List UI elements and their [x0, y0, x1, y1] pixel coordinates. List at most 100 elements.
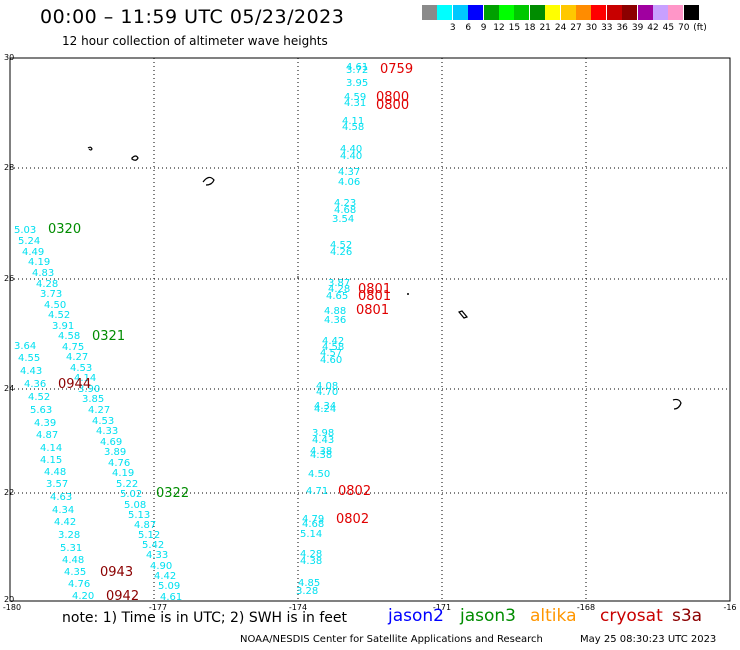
swh-value: 4.15	[40, 455, 62, 466]
swh-value: 4.42	[322, 336, 344, 347]
color-scale-label: 36	[616, 23, 628, 33]
swh-value: 5.14	[300, 529, 322, 540]
swh-value: 4.27	[66, 352, 88, 363]
lon-tick-label: -16	[723, 603, 736, 612]
pass-time-label: 0801	[358, 282, 391, 297]
color-scale-swatch	[606, 5, 622, 20]
swh-value: 3.64	[14, 341, 36, 352]
swh-value: 4.14	[40, 443, 62, 454]
swh-value: 4.38	[310, 450, 332, 461]
swh-value: 3.89	[104, 447, 126, 458]
island-shape	[297, 276, 299, 278]
swh-value: 4.58	[342, 122, 364, 133]
swh-value: 4.33	[96, 426, 118, 437]
swh-value: 4.70	[316, 387, 338, 398]
swh-value: 4.42	[54, 517, 76, 528]
color-scale-label: 70	[678, 23, 690, 33]
color-scale-label: 33	[601, 23, 613, 33]
swh-value: 4.42	[154, 571, 176, 582]
color-scale-swatch	[468, 5, 484, 20]
swh-value: 4.49	[22, 247, 44, 258]
swh-value: 4.55	[18, 353, 40, 364]
legend-jason2: jason2	[388, 606, 444, 626]
lat-tick-label: 26	[4, 274, 14, 283]
lon-tick-label: -177	[149, 603, 167, 612]
island-shape	[131, 155, 139, 161]
pass-time-label: 0759	[380, 62, 413, 77]
island-shape	[407, 293, 409, 295]
page-subtitle: 12 hour collection of altimeter wave hei…	[62, 34, 328, 48]
pass-time-label: 0802	[336, 512, 369, 527]
swh-value: 4.83	[32, 268, 54, 279]
swh-value: 3.87	[328, 278, 350, 289]
swh-value: 4.85	[298, 578, 320, 589]
swh-value: 3.28	[58, 530, 80, 541]
swh-value: 5.12	[138, 530, 160, 541]
swh-value: 4.38	[300, 556, 322, 567]
color-scale-label: 3	[449, 23, 456, 33]
pass-time-label: 0800	[376, 98, 409, 113]
credit-text: NOAA/NESDIS Center for Satellite Applica…	[240, 634, 543, 645]
lon-tick-label: -168	[577, 603, 595, 612]
color-scale-label: 24	[554, 23, 567, 33]
swh-value: 4.23	[334, 198, 356, 209]
swh-value: 4.65	[326, 291, 348, 302]
swh-value: 4.39	[34, 418, 56, 429]
swh-value: 4.53	[92, 416, 114, 427]
swh-value: 4.31	[344, 98, 366, 109]
color-scale-label: 39	[631, 23, 644, 33]
color-scale-swatch	[637, 5, 653, 20]
pass-time-label: 0801	[356, 303, 389, 318]
swh-value: 3.91	[52, 321, 74, 332]
swh-value: 5.02	[120, 489, 142, 500]
legend-s3a: s3a	[672, 606, 703, 626]
swh-value: 4.88	[324, 306, 346, 317]
pass-time-label: 0800	[376, 90, 409, 105]
color-scale-label: 12	[493, 23, 505, 33]
color-scale-swatch	[560, 5, 576, 20]
lat-tick-label: 30	[4, 53, 14, 62]
lat-tick-label: 22	[4, 488, 14, 497]
swh-value: 5.13	[128, 510, 150, 521]
pass-time-label: 0802	[338, 484, 371, 499]
swh-value: 4.48	[44, 467, 66, 478]
swh-value: 4.14	[74, 373, 96, 384]
swh-value: 4.26	[330, 247, 352, 258]
pass-time-label: 0321	[92, 329, 125, 344]
swh-value: 4.40	[340, 151, 362, 162]
swh-value: 5.63	[30, 405, 52, 416]
legend-altika: altika	[530, 606, 577, 626]
swh-value: 5.31	[60, 543, 82, 554]
color-scale-swatch	[422, 5, 437, 20]
island-shape	[672, 398, 682, 410]
swh-value: 4.76	[68, 579, 90, 590]
swh-value: 4.63	[50, 492, 72, 503]
pass-time-label: 0942	[106, 589, 139, 604]
color-scale-label: 27	[570, 23, 582, 33]
swh-value: 4.06	[338, 177, 360, 188]
swh-value: 4.59	[344, 92, 366, 103]
swh-value: 4.08	[316, 381, 338, 392]
swh-value: 4.50	[308, 469, 330, 480]
swh-value: 4.38	[310, 446, 332, 457]
color-scale-label: 6	[465, 23, 472, 33]
swh-value: 4.19	[112, 468, 134, 479]
swh-value: 4.28	[36, 279, 58, 290]
swh-value: 4.71	[306, 486, 328, 497]
color-scale-swatch	[576, 5, 591, 20]
swh-value: 3.85	[82, 394, 104, 405]
swh-value: 4.33	[146, 550, 168, 561]
pass-time-label: 0322	[156, 486, 189, 501]
swh-value: 3.54	[332, 214, 354, 225]
swh-value: 3.57	[46, 479, 68, 490]
pass-time-label: 0320	[48, 222, 81, 237]
swh-value: 5.24	[18, 236, 40, 247]
color-scale-label: 21	[539, 23, 551, 33]
color-scale-label: 30	[585, 23, 598, 33]
color-scale-swatch	[668, 5, 684, 20]
swh-value: 4.24	[314, 404, 336, 415]
swh-value: 5.42	[142, 540, 164, 551]
page-title: 00:00 – 11:59 UTC 05/23/2023	[40, 6, 345, 28]
swh-value: 4.61	[160, 592, 182, 603]
swh-value: 4.28	[328, 284, 350, 295]
